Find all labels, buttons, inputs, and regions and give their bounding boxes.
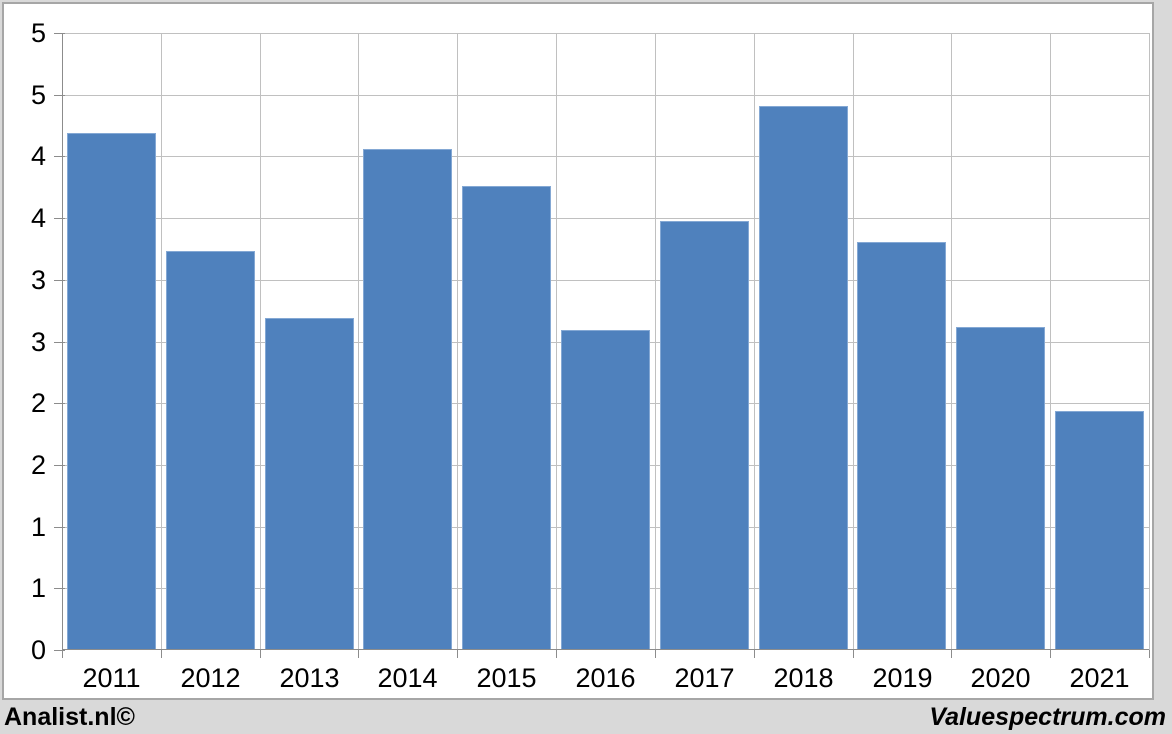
y-axis-tick xyxy=(54,218,65,219)
x-axis-tick xyxy=(358,650,359,658)
y-axis-tick-label: 3 xyxy=(30,265,46,295)
x-axis-label-2020: 2020 xyxy=(970,663,1031,693)
y-axis-tick xyxy=(54,33,65,34)
x-axis-label-2019: 2019 xyxy=(872,663,933,693)
y-axis-tick xyxy=(54,342,65,343)
y-axis-labels: 5 5 4 4 3 3 2 2 1 1 0 xyxy=(4,19,46,664)
bar-2016 xyxy=(561,330,650,650)
y-axis-tick-label: 1 xyxy=(30,573,46,603)
analist-credit: Analist.nl© xyxy=(4,702,135,731)
x-axis-label-2015: 2015 xyxy=(476,663,537,693)
x-axis-label-2018: 2018 xyxy=(773,663,834,693)
y-axis-tick-label: 0 xyxy=(30,635,46,665)
gridline-vertical xyxy=(161,33,162,650)
footer: Analist.nl© Valuespectrum.com xyxy=(0,700,1172,734)
y-axis-tick-label: 2 xyxy=(30,388,46,418)
y-axis-tick-label: 5 xyxy=(30,80,46,110)
chart-frame: 5 5 4 4 3 3 2 2 1 1 0 2011 2012 2013 2014 2015 2016 2017… xyxy=(2,2,1154,700)
y-axis-tick xyxy=(54,650,65,651)
y-axis-tick xyxy=(54,588,65,589)
gridline-vertical xyxy=(754,33,755,650)
y-axis-line xyxy=(62,33,63,650)
bar-2012 xyxy=(166,251,255,650)
gridline-vertical xyxy=(951,33,952,650)
x-axis-tick xyxy=(1149,650,1150,658)
gridline-vertical xyxy=(457,33,458,650)
x-axis-tick xyxy=(754,650,755,658)
x-axis-tick xyxy=(556,650,557,658)
bar-2011 xyxy=(67,133,156,650)
y-axis-tick xyxy=(54,156,65,157)
gridline-horizontal xyxy=(62,95,1149,96)
x-axis-label-2011: 2011 xyxy=(82,663,141,693)
x-axis-tick xyxy=(951,650,952,658)
x-axis-tick xyxy=(457,650,458,658)
x-axis-tick xyxy=(1050,650,1051,658)
x-axis-label-2017: 2017 xyxy=(674,663,735,693)
plot-area xyxy=(54,33,1150,658)
gridline-vertical xyxy=(1149,33,1150,650)
x-axis-label-2016: 2016 xyxy=(575,663,636,693)
gridline-vertical xyxy=(655,33,656,650)
x-axis-line xyxy=(62,649,1149,650)
bar-2021 xyxy=(1055,411,1144,650)
y-axis-tick-label: 2 xyxy=(30,450,46,480)
bar-2017 xyxy=(660,221,749,650)
bar-2020 xyxy=(956,327,1045,650)
x-axis-tick xyxy=(260,650,261,658)
bar-2018 xyxy=(759,106,848,650)
x-axis-tick xyxy=(62,650,63,658)
x-axis-label-2013: 2013 xyxy=(279,663,340,693)
x-axis-tick xyxy=(655,650,656,658)
y-axis-tick xyxy=(54,465,65,466)
gridline-horizontal xyxy=(62,280,1149,281)
y-axis-tick-label: 1 xyxy=(30,512,46,542)
y-axis-tick-label: 4 xyxy=(30,203,46,233)
x-axis-label-2014: 2014 xyxy=(377,663,438,693)
bar-2019 xyxy=(857,242,946,650)
x-axis-labels: 2011 2012 2013 2014 2015 2016 2017 2018 2019 2020… xyxy=(62,662,1149,694)
gridline-vertical xyxy=(853,33,854,650)
x-axis-tick xyxy=(161,650,162,658)
x-axis-tick xyxy=(853,650,854,658)
bar-2015 xyxy=(462,186,551,650)
y-axis-tick-label: 4 xyxy=(30,141,46,171)
gridline-vertical xyxy=(260,33,261,650)
gridline-horizontal xyxy=(62,156,1149,157)
y-axis-tick-label: 5 xyxy=(30,18,46,48)
bar-2014 xyxy=(363,149,452,650)
y-axis-tick xyxy=(54,280,65,281)
y-axis-tick-label: 3 xyxy=(30,327,46,357)
x-axis-label-2012: 2012 xyxy=(180,663,241,693)
y-axis-tick xyxy=(54,95,65,96)
gridline-vertical xyxy=(358,33,359,650)
valuespectrum-credit: Valuespectrum.com xyxy=(929,702,1166,731)
x-axis-label-2021: 2021 xyxy=(1069,663,1130,693)
gridline-vertical xyxy=(1050,33,1051,650)
gridline-horizontal xyxy=(62,218,1149,219)
gridline-vertical xyxy=(556,33,557,650)
y-axis-tick xyxy=(54,527,65,528)
bar-2013 xyxy=(265,318,354,650)
y-axis-tick xyxy=(54,403,65,404)
gridline-horizontal xyxy=(62,33,1149,34)
